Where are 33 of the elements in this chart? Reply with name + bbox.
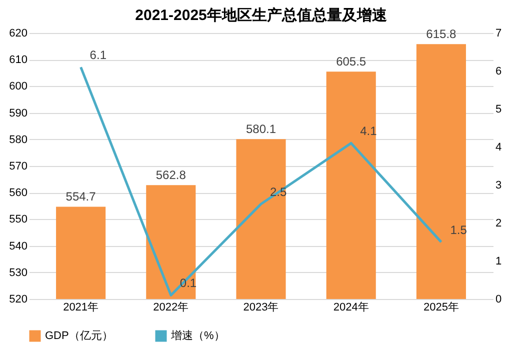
y-tick-label: 560 [9,187,28,200]
y2-tick-label: 6 [496,66,502,78]
y-tick-label: 570 [9,160,28,172]
x-tick-label: 2023年 [243,302,279,314]
y2-tick-label: 1 [496,256,502,268]
data-label: 580.1 [246,122,276,136]
data-label: 605.5 [336,54,366,69]
y2-tick-label: 3 [496,180,502,192]
x-tick-label: 2022年 [153,302,189,314]
legend-label: GDP（亿元） [45,330,113,342]
legend-label: 增速（%） [170,329,225,342]
data-label: 562.8 [156,168,186,182]
y-tick-label: 600 [9,80,28,93]
data-label: 6.1 [90,48,107,62]
y2-tick-label: 7 [496,28,502,40]
x-tick-label: 2021年 [63,302,99,314]
y2-tick-label: 5 [496,104,502,116]
y2-tick-label: 2 [496,218,502,230]
y-tick-label: 530 [9,266,28,279]
y-tick-label: 520 [9,294,28,306]
y-tick-label: 540 [9,240,28,252]
data-label: 615.8 [426,27,457,42]
data-label: 554.7 [66,190,96,204]
y2-tick-label: 0 [496,294,502,306]
chart-title: 2021-2025年地区生产总值总量及增速 [135,7,388,24]
y2-tick-label: 4 [496,142,502,154]
x-tick-label: 2024年 [333,302,369,314]
y-tick-label: 550 [9,214,28,226]
x-tick-label: 2025年 [423,302,459,314]
y-tick-label: 590 [9,107,28,120]
y-tick-label: 620 [9,28,28,40]
y-tick-label: 610 [9,54,28,66]
y-tick-label: 580 [9,134,28,146]
